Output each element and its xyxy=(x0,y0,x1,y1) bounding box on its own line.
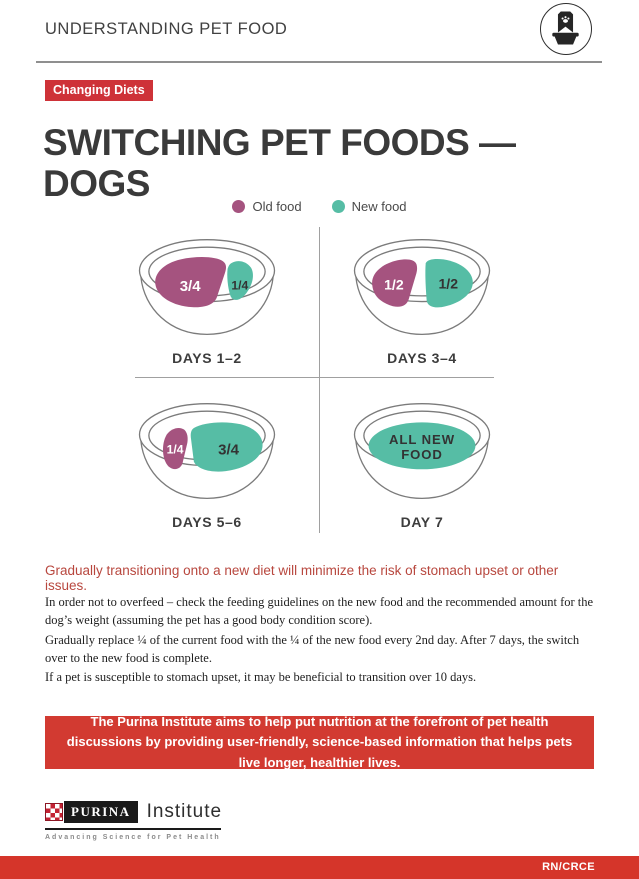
purina-institute-callout: The Purina Institute aims to help put nu… xyxy=(45,714,594,770)
all-new-food-line2: FOOD xyxy=(401,447,443,462)
bowl-days-3-4: 1/2 1/2 DAYS 3–4 xyxy=(347,233,497,366)
purina-institute-logo: PURINA Institute Advancing Science for P… xyxy=(45,801,222,841)
bowl-days-3-4-graphic: 1/2 1/2 xyxy=(353,239,491,336)
legend-item-old-food: Old food xyxy=(232,199,302,214)
header-divider xyxy=(36,61,602,63)
fraction-old-3: 1/4 xyxy=(167,442,184,456)
bowl-days-1-2: 3/4 1/4 DAYS 1–2 xyxy=(132,233,282,366)
transition-diagram: 3/4 1/4 DAYS 1–2 1/2 1/2 DAYS 3–4 xyxy=(0,225,639,535)
callout-text: The Purina Institute aims to help put nu… xyxy=(66,714,573,770)
bowl-days-1-2-graphic: 3/4 1/4 xyxy=(138,239,276,336)
logo-tagline: Advancing Science for Pet Health xyxy=(45,834,221,841)
bowl-days-5-6: 1/4 3/4 DAYS 5–6 xyxy=(132,397,282,530)
horizontal-divider xyxy=(135,377,494,378)
pet-food-bag-bowl-glyph xyxy=(552,11,579,45)
bowl-day-7-graphic: ALL NEW FOOD xyxy=(353,403,491,500)
bowl-days-5-6-graphic: 1/4 3/4 xyxy=(138,403,276,500)
paragraph-susceptible: If a pet is susceptible to stomach upset… xyxy=(45,670,477,684)
lead-statement: Gradually transitioning onto a new diet … xyxy=(45,563,559,593)
bowl-caption-day-7: DAY 7 xyxy=(400,514,444,530)
pet-food-icon xyxy=(540,3,592,55)
legend-label-old: Old food xyxy=(252,199,302,214)
page-header-title: UNDERSTANDING PET FOOD xyxy=(45,20,288,38)
fraction-old-2: 1/2 xyxy=(384,276,404,292)
paragraph-replace: Gradually replace ¼ of the current food … xyxy=(45,633,580,666)
legend-label-new: New food xyxy=(351,199,407,214)
legend-item-new-food: New food xyxy=(331,199,407,214)
all-new-food-line1: ALL NEW xyxy=(389,432,455,447)
institute-wordmark: Institute xyxy=(146,801,223,822)
legend: Old food New food xyxy=(0,199,639,214)
paragraph-overfeed: In order not to overfeed – check the fee… xyxy=(45,595,594,628)
fraction-old-1: 3/4 xyxy=(180,278,202,295)
document-code: RN/CRCE xyxy=(542,861,595,873)
logo-underline xyxy=(45,828,221,830)
fraction-new-3: 3/4 xyxy=(218,441,240,458)
vertical-divider xyxy=(319,227,320,533)
new-food-dot-icon xyxy=(331,200,345,213)
bowl-caption-days-5-6: DAYS 5–6 xyxy=(172,514,242,530)
bottom-red-bar: RN/CRCE xyxy=(0,856,639,879)
page-title: SWITCHING PET FOODS — DOGS xyxy=(43,122,516,205)
bowl-caption-days-1-2: DAYS 1–2 xyxy=(172,350,242,366)
fraction-new-1: 1/4 xyxy=(231,278,248,292)
fraction-new-2: 1/2 xyxy=(438,275,458,291)
purina-checkerboard-icon xyxy=(45,803,63,821)
purina-wordmark: PURINA xyxy=(64,801,138,823)
bowl-caption-days-3-4: DAYS 3–4 xyxy=(387,350,457,366)
bowl-day-7: ALL NEW FOOD DAY 7 xyxy=(347,397,497,530)
old-food-dot-icon xyxy=(232,200,246,213)
section-badge: Changing Diets xyxy=(45,80,153,101)
